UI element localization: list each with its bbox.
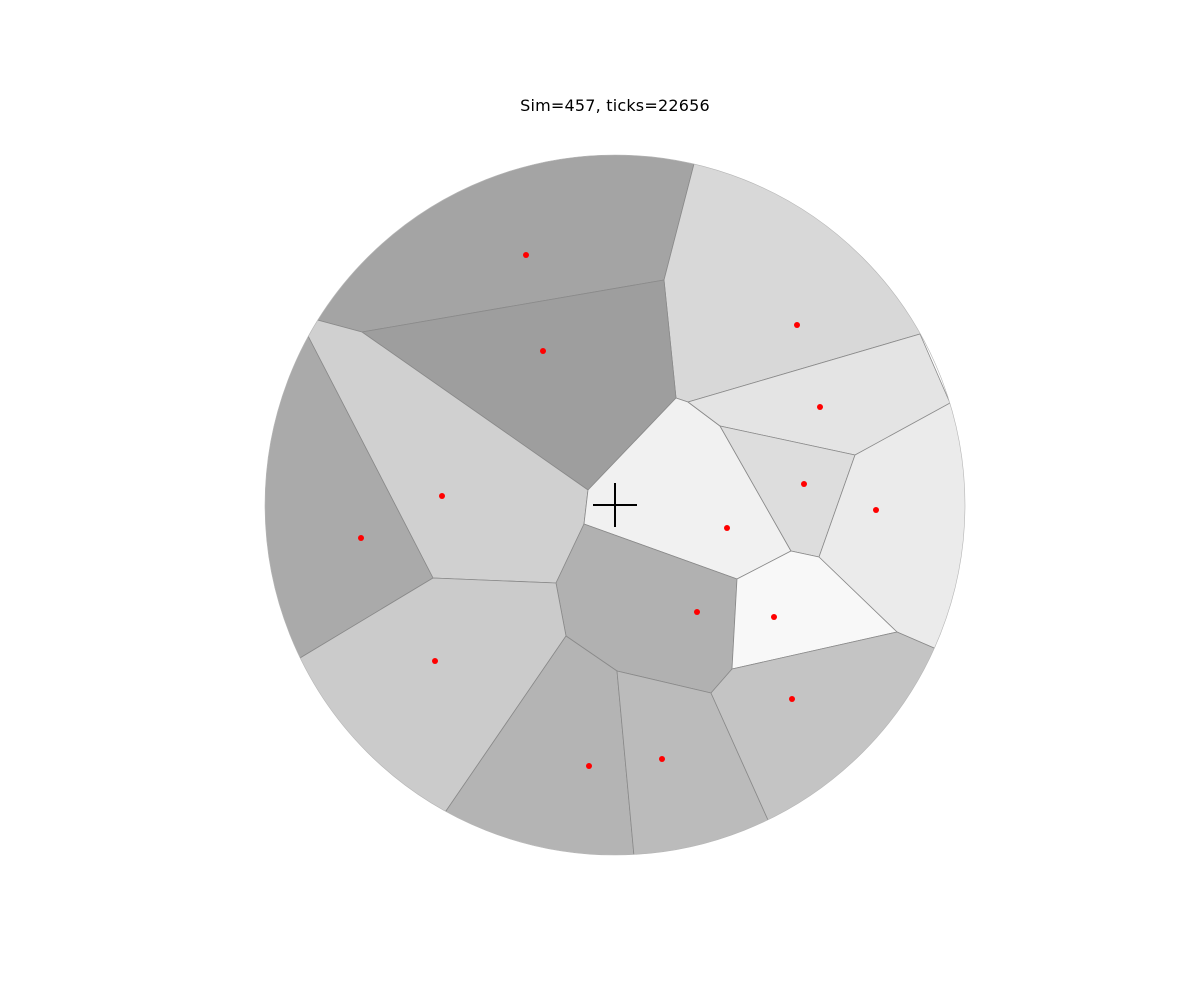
seed-point [817,404,823,410]
seed-point [771,614,777,620]
seed-point [659,756,665,762]
cell-right-lower [731,550,898,670]
seed-point [586,763,592,769]
seed-point [523,252,529,258]
figure-title: Sim=457, ticks=22656 [520,96,710,115]
seed-point [540,348,546,354]
seed-point [789,696,795,702]
seed-point [801,481,807,487]
voronoi-cells [265,155,965,855]
seed-point [794,322,800,328]
crosshair-icon[interactable] [593,483,637,527]
disk-boundary [264,154,966,856]
seed-point [873,507,879,513]
cell-left [265,299,434,721]
seed-point [432,658,438,664]
seed-point [358,535,364,541]
seed-point [724,525,730,531]
seed-points [358,252,879,769]
seed-point [439,493,445,499]
cell-bottom-right [710,631,965,855]
cell-top-right [663,155,965,403]
seed-point [694,609,700,615]
